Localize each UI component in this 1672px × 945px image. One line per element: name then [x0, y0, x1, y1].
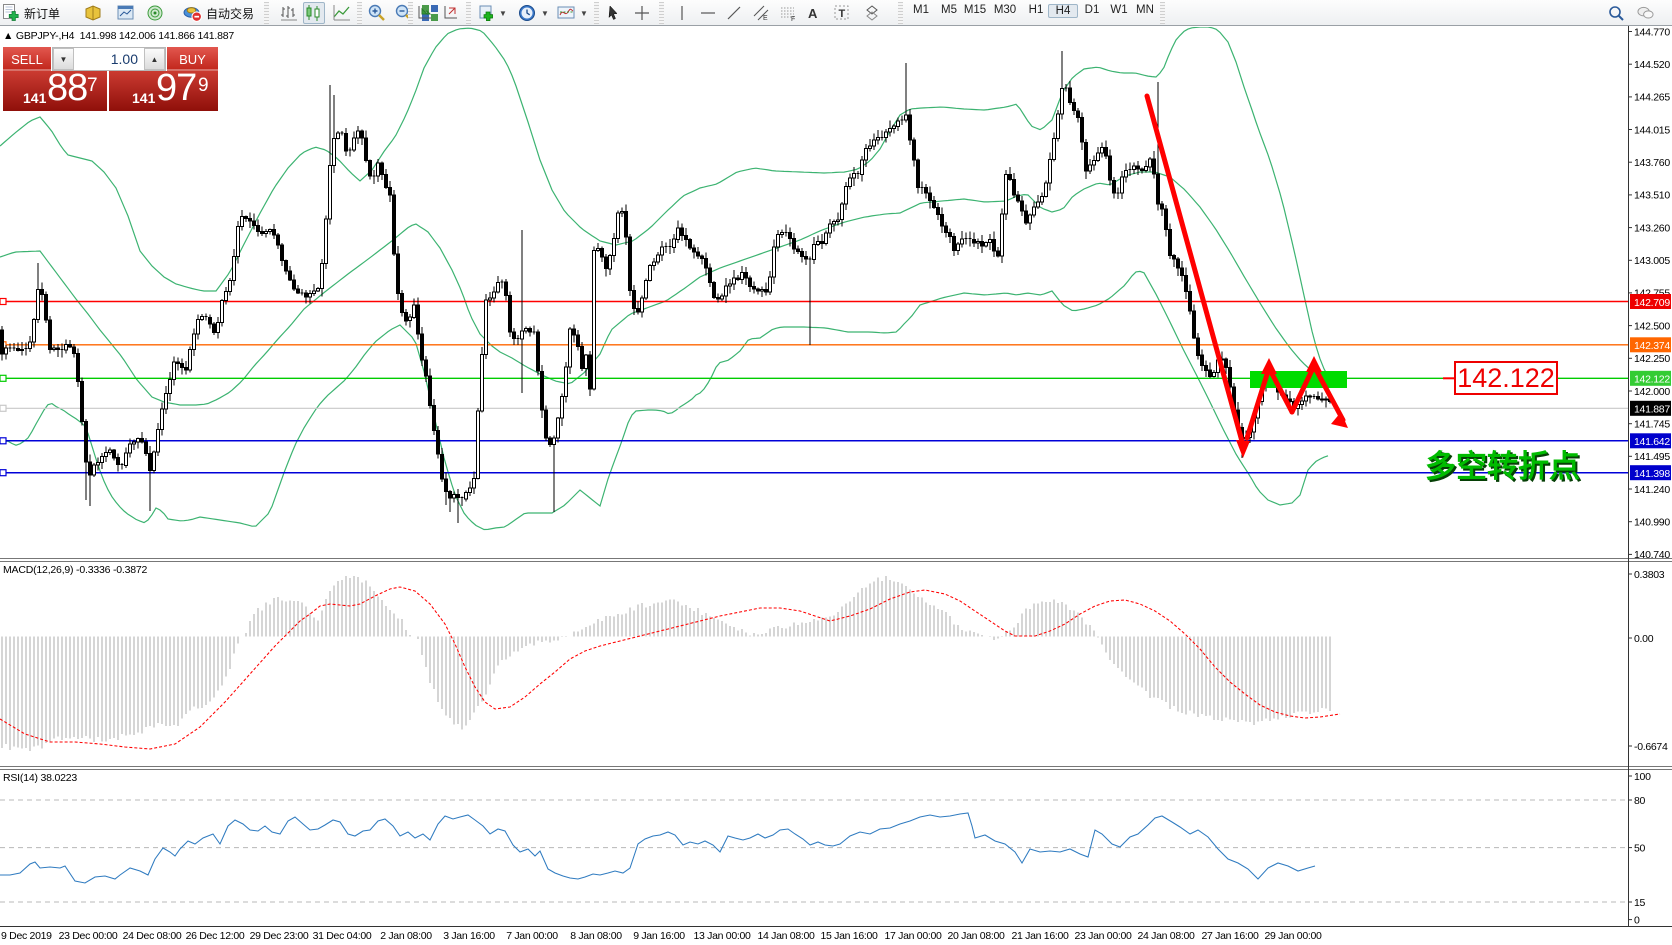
svg-text:143.510: 143.510 — [1634, 190, 1670, 202]
svg-text:31 Dec 04:00: 31 Dec 04:00 — [313, 930, 372, 942]
svg-text:142.000: 142.000 — [1634, 386, 1670, 398]
svg-text:-0.6674: -0.6674 — [1634, 741, 1668, 753]
svg-text:多空转折点: 多空转折点 — [1425, 449, 1580, 484]
svg-text:MACD(12,26,9) -0.3336 -0.3872: MACD(12,26,9) -0.3336 -0.3872 — [3, 564, 148, 576]
svg-text:3 Jan 16:00: 3 Jan 16:00 — [443, 930, 495, 942]
svg-text:144.770: 144.770 — [1634, 26, 1670, 38]
svg-text:14 Jan 08:00: 14 Jan 08:00 — [757, 930, 815, 942]
svg-text:140.990: 140.990 — [1634, 517, 1670, 529]
svg-text:20 Jan 08:00: 20 Jan 08:00 — [947, 930, 1005, 942]
svg-text:27 Jan 16:00: 27 Jan 16:00 — [1201, 930, 1259, 942]
svg-text:RSI(14) 38.0223: RSI(14) 38.0223 — [3, 772, 77, 784]
svg-text:15 Jan 16:00: 15 Jan 16:00 — [820, 930, 878, 942]
svg-text:143.760: 143.760 — [1634, 157, 1670, 169]
svg-text:141.495: 141.495 — [1634, 451, 1670, 463]
svg-text:15: 15 — [1634, 897, 1646, 909]
svg-text:141.642: 141.642 — [1634, 436, 1670, 448]
svg-text:24 Dec 08:00: 24 Dec 08:00 — [123, 930, 182, 942]
svg-text:141.240: 141.240 — [1634, 484, 1670, 496]
svg-text:23 Jan 00:00: 23 Jan 00:00 — [1074, 930, 1132, 942]
svg-text:26 Dec 12:00: 26 Dec 12:00 — [186, 930, 245, 942]
svg-text:143.260: 143.260 — [1634, 222, 1670, 234]
svg-text:29 Jan 00:00: 29 Jan 00:00 — [1264, 930, 1322, 942]
svg-text:142.250: 142.250 — [1634, 353, 1670, 365]
svg-text:142.500: 142.500 — [1634, 320, 1670, 332]
svg-text:80: 80 — [1634, 795, 1646, 807]
svg-text:0.3803: 0.3803 — [1634, 569, 1665, 581]
svg-text:142.709: 142.709 — [1634, 297, 1670, 309]
svg-text:144.520: 144.520 — [1634, 59, 1670, 71]
svg-text:23 Dec 00:00: 23 Dec 00:00 — [59, 930, 118, 942]
svg-text:2 Jan 08:00: 2 Jan 08:00 — [380, 930, 432, 942]
svg-text:0.00: 0.00 — [1634, 633, 1654, 645]
svg-text:142.374: 142.374 — [1634, 340, 1670, 352]
svg-text:142.122: 142.122 — [1634, 374, 1670, 386]
svg-text:140.740: 140.740 — [1634, 549, 1670, 561]
svg-text:141.887: 141.887 — [1634, 404, 1670, 416]
svg-text:E: E — [763, 15, 768, 22]
svg-text:T: T — [839, 8, 846, 20]
svg-text:143.005: 143.005 — [1634, 255, 1670, 267]
svg-text:8 Jan 08:00: 8 Jan 08:00 — [570, 930, 622, 942]
svg-text:9 Jan 16:00: 9 Jan 16:00 — [633, 930, 685, 942]
svg-text:50: 50 — [1634, 842, 1646, 854]
svg-text:21 Jan 16:00: 21 Jan 16:00 — [1011, 930, 1069, 942]
svg-text:141.745: 141.745 — [1634, 419, 1670, 431]
svg-text:7 Jan 00:00: 7 Jan 00:00 — [506, 930, 558, 942]
svg-text:141.398: 141.398 — [1634, 468, 1670, 480]
svg-text:17 Jan 00:00: 17 Jan 00:00 — [884, 930, 942, 942]
svg-text:▲ GBPJPY-,H4 141.998 142.006: ▲ GBPJPY-,H4 141.998 142.006 141.866 141… — [3, 30, 234, 42]
svg-text:144.015: 144.015 — [1634, 124, 1670, 136]
svg-text:100: 100 — [1634, 771, 1651, 783]
svg-text:24 Jan 08:00: 24 Jan 08:00 — [1137, 930, 1195, 942]
svg-text:9 Dec 2019: 9 Dec 2019 — [1, 930, 52, 942]
svg-text:142.122: 142.122 — [1457, 363, 1555, 393]
svg-text:0: 0 — [1634, 914, 1640, 926]
svg-text:144.265: 144.265 — [1634, 92, 1670, 104]
svg-text:29 Dec 23:00: 29 Dec 23:00 — [250, 930, 309, 942]
svg-text:13 Jan 00:00: 13 Jan 00:00 — [693, 930, 751, 942]
svg-text:F: F — [791, 16, 795, 22]
